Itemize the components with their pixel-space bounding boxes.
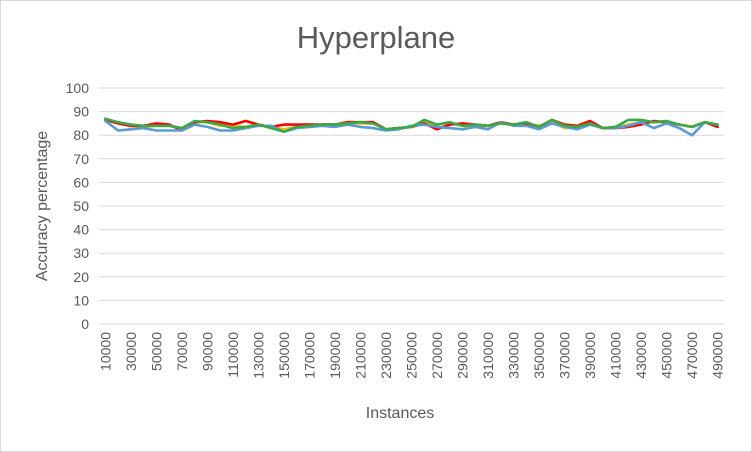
x-tick-label: 110000 (225, 332, 241, 378)
y-tick-label: 0 (81, 316, 89, 332)
x-tick-label: 50000 (148, 332, 164, 371)
x-tick-label: 250000 (404, 332, 420, 379)
x-tick-label: 310000 (480, 332, 496, 379)
x-tick-label: 30000 (123, 332, 139, 371)
x-tick-label: 470000 (684, 332, 700, 379)
x-tick-label: 330000 (506, 332, 522, 379)
chart-title: Hyperplane (296, 20, 456, 55)
y-tick-label: 30 (73, 245, 89, 261)
y-axis-ticks: 0 10 20 30 40 50 60 70 80 90 100 (66, 80, 90, 332)
x-tick-label: 290000 (455, 332, 471, 379)
x-tick-label: 450000 (659, 332, 675, 379)
y-tick-label: 40 (73, 222, 89, 238)
y-tick-label: 100 (66, 80, 90, 96)
x-tick-label: 130000 (250, 332, 266, 379)
x-tick-label: 270000 (429, 332, 445, 379)
x-tick-label: 170000 (301, 332, 317, 379)
x-tick-label: 190000 (327, 332, 343, 379)
x-tick-label: 490000 (710, 332, 726, 379)
x-tick-label: 410000 (608, 332, 624, 379)
x-tick-label: 430000 (633, 332, 649, 379)
x-tick-label: 70000 (174, 332, 190, 371)
x-tick-label: 230000 (378, 332, 394, 379)
x-tick-label: 10000 (97, 332, 113, 371)
y-tick-label: 20 (73, 269, 89, 285)
x-tick-label: 370000 (557, 332, 573, 379)
x-tick-label: 350000 (531, 332, 547, 379)
x-tick-label: 210000 (352, 332, 368, 379)
y-tick-label: 80 (73, 127, 89, 143)
y-axis-label: Accuracy percentage (34, 131, 51, 281)
y-tick-label: 60 (73, 174, 89, 190)
gridlines (99, 87, 724, 325)
y-tick-label: 70 (73, 151, 89, 167)
y-tick-label: 50 (73, 198, 89, 214)
y-tick-label: 90 (73, 104, 89, 120)
series-lines (104, 117, 719, 137)
x-tick-label: 90000 (199, 332, 215, 371)
y-tick-label: 10 (73, 292, 89, 308)
x-tick-label: 150000 (276, 332, 292, 379)
series-line-4 (104, 117, 719, 133)
x-axis-label: Instances (366, 405, 434, 422)
x-axis-ticks: 10000 30000 50000 70000 90000 110000 130000 150… (97, 332, 725, 379)
x-tick-label: 390000 (582, 332, 598, 379)
